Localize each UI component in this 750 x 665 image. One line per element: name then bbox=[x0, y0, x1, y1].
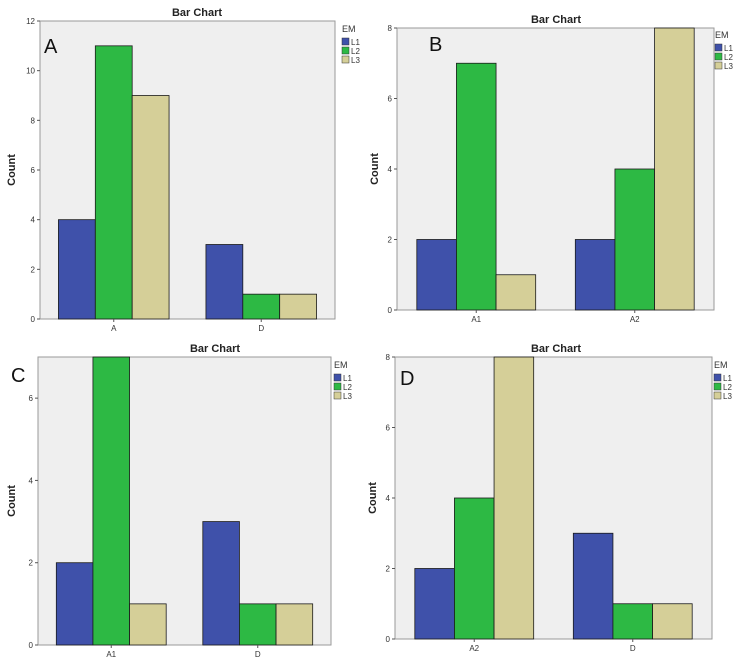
bar-l2-a1 bbox=[92, 356, 130, 646]
bar-l2-a bbox=[94, 45, 133, 320]
y-tick-label: 6 bbox=[388, 95, 393, 104]
legend-label: L3 bbox=[724, 62, 733, 71]
panel-letter: B bbox=[429, 34, 442, 56]
legend-label: L2 bbox=[343, 383, 352, 392]
chart-title: Bar Chart bbox=[172, 7, 222, 19]
legend-swatch-l1 bbox=[341, 37, 350, 46]
y-axis-label: Count bbox=[369, 153, 381, 185]
y-tick-label: 12 bbox=[26, 17, 35, 26]
bar-l3-d bbox=[275, 603, 314, 646]
bar-l2-a2 bbox=[614, 168, 655, 311]
legend-title: EM bbox=[342, 24, 356, 34]
legend-swatch-l3 bbox=[341, 55, 350, 64]
y-tick-label: 0 bbox=[388, 306, 393, 315]
legend-swatch-l2 bbox=[333, 382, 342, 391]
legend-label: L3 bbox=[343, 392, 352, 401]
bar-l1-a2 bbox=[574, 239, 616, 311]
bar-l3-d bbox=[279, 293, 317, 320]
y-tick-label: 8 bbox=[386, 353, 391, 362]
y-tick-label: 4 bbox=[388, 165, 393, 174]
bar-l3-d bbox=[652, 603, 693, 640]
bar-l2-d bbox=[612, 603, 653, 640]
y-axis-label: Count bbox=[6, 154, 18, 186]
x-tick-label: A2 bbox=[630, 315, 640, 324]
legend-swatch-l2 bbox=[341, 46, 350, 55]
bar-l3-a1 bbox=[495, 274, 537, 311]
bar-l3-a1 bbox=[129, 603, 167, 646]
legend-swatch-l2 bbox=[714, 52, 723, 61]
bar-l2-d bbox=[242, 293, 281, 320]
chart-title: Bar Chart bbox=[190, 343, 240, 355]
bar-l1-a1 bbox=[416, 239, 457, 311]
legend-swatch-l1 bbox=[713, 373, 722, 382]
x-tick-label: D bbox=[258, 324, 264, 333]
bar-l1-a2 bbox=[414, 568, 455, 640]
y-tick-label: 0 bbox=[29, 641, 34, 650]
legend-label: L2 bbox=[724, 53, 733, 62]
legend-label: L3 bbox=[723, 392, 732, 401]
panel-letter: A bbox=[44, 36, 58, 58]
bar-l3-a2 bbox=[654, 27, 695, 311]
y-tick-label: 4 bbox=[386, 494, 391, 503]
bar-l1-d bbox=[202, 521, 240, 646]
legend-label: L2 bbox=[723, 383, 732, 392]
y-tick-label: 4 bbox=[29, 476, 34, 485]
bar-l3-a bbox=[131, 95, 170, 320]
bar-l3-a2 bbox=[493, 356, 535, 640]
panel-letter: D bbox=[400, 368, 414, 390]
legend-swatch-l1 bbox=[714, 43, 723, 52]
legend-label: L1 bbox=[723, 374, 732, 383]
y-tick-label: 2 bbox=[386, 565, 391, 574]
legend-label: L1 bbox=[724, 44, 733, 53]
x-tick-label: D bbox=[255, 650, 261, 659]
y-tick-label: 6 bbox=[29, 394, 34, 403]
y-tick-label: 2 bbox=[31, 265, 36, 274]
chart-title: Bar Chart bbox=[531, 343, 581, 355]
y-tick-label: 0 bbox=[31, 315, 36, 324]
y-axis-label: Count bbox=[6, 485, 18, 517]
panel-letter: C bbox=[11, 365, 25, 387]
bar-l1-d bbox=[205, 244, 244, 320]
legend-title: EM bbox=[715, 30, 729, 40]
y-tick-label: 8 bbox=[388, 24, 393, 33]
legend-swatch-l3 bbox=[713, 391, 722, 400]
y-tick-label: 6 bbox=[386, 424, 391, 433]
bar-l2-d bbox=[239, 603, 277, 646]
legend-title: EM bbox=[334, 360, 348, 370]
legend-label: L3 bbox=[351, 56, 360, 65]
y-tick-label: 6 bbox=[31, 166, 36, 175]
legend-title: EM bbox=[714, 360, 728, 370]
y-tick-label: 10 bbox=[26, 67, 35, 76]
y-tick-label: 8 bbox=[31, 116, 36, 125]
legend-swatch-l2 bbox=[713, 382, 722, 391]
y-tick-label: 2 bbox=[388, 236, 393, 245]
y-tick-label: 4 bbox=[31, 216, 36, 225]
bar-l2-a2 bbox=[454, 497, 495, 640]
bar-l2-a1 bbox=[456, 62, 497, 311]
bar-l1-a bbox=[58, 219, 96, 320]
x-tick-label: D bbox=[630, 644, 636, 653]
x-tick-label: A1 bbox=[471, 315, 481, 324]
legend-swatch-l1 bbox=[333, 373, 342, 382]
chart-title: Bar Chart bbox=[531, 14, 581, 26]
y-tick-label: 2 bbox=[29, 559, 34, 568]
bar-l1-d bbox=[572, 532, 614, 640]
y-axis-label: Count bbox=[367, 482, 379, 514]
legend-swatch-l3 bbox=[714, 61, 723, 70]
y-tick-label: 0 bbox=[386, 635, 391, 644]
legend-label: L2 bbox=[351, 47, 360, 56]
legend-swatch-l3 bbox=[333, 391, 342, 400]
legend-label: L1 bbox=[351, 38, 360, 47]
bar-l1-a1 bbox=[55, 562, 94, 646]
x-tick-label: A2 bbox=[469, 644, 479, 653]
x-tick-label: A bbox=[111, 324, 117, 333]
legend-label: L1 bbox=[343, 374, 352, 383]
x-tick-label: A1 bbox=[106, 650, 116, 659]
